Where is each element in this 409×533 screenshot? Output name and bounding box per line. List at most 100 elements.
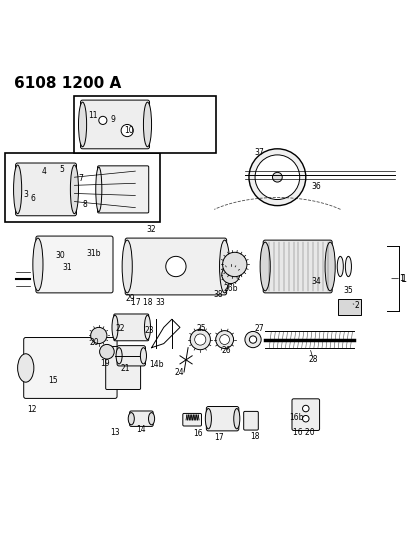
Text: 7: 7: [78, 174, 83, 182]
Text: 26b: 26b: [223, 284, 237, 293]
Text: 29: 29: [125, 294, 135, 303]
Text: 17 18: 17 18: [130, 298, 152, 306]
FancyBboxPatch shape: [206, 407, 238, 431]
Text: 27: 27: [254, 324, 263, 333]
FancyBboxPatch shape: [182, 414, 201, 426]
Ellipse shape: [259, 242, 270, 291]
Circle shape: [272, 172, 281, 182]
Circle shape: [222, 252, 246, 277]
Text: 31: 31: [62, 263, 72, 272]
Text: 36: 36: [310, 182, 320, 191]
Text: 6: 6: [31, 194, 36, 203]
Ellipse shape: [144, 315, 150, 340]
Text: 38: 38: [213, 289, 223, 298]
Text: 26: 26: [221, 346, 231, 356]
Ellipse shape: [148, 413, 154, 425]
Text: 10: 10: [124, 126, 134, 135]
Circle shape: [302, 405, 308, 412]
Text: 14b: 14b: [149, 360, 163, 369]
FancyBboxPatch shape: [16, 163, 76, 216]
Ellipse shape: [324, 242, 335, 291]
Ellipse shape: [344, 256, 351, 277]
Ellipse shape: [219, 240, 229, 293]
Ellipse shape: [140, 348, 146, 364]
Text: 14: 14: [136, 425, 146, 434]
Circle shape: [244, 332, 261, 348]
Ellipse shape: [116, 348, 122, 364]
FancyBboxPatch shape: [36, 236, 113, 293]
Circle shape: [121, 124, 133, 136]
Ellipse shape: [112, 315, 118, 340]
Circle shape: [194, 334, 205, 345]
FancyBboxPatch shape: [114, 314, 148, 341]
Ellipse shape: [33, 238, 43, 291]
Text: 12: 12: [27, 405, 36, 414]
Text: 24: 24: [174, 368, 184, 377]
Ellipse shape: [18, 354, 34, 382]
Text: 25: 25: [196, 324, 205, 333]
Text: 9: 9: [110, 115, 115, 124]
FancyBboxPatch shape: [263, 240, 331, 293]
FancyBboxPatch shape: [80, 100, 149, 149]
Ellipse shape: [70, 165, 78, 214]
Text: 35: 35: [343, 286, 353, 295]
Text: 28: 28: [308, 354, 317, 364]
Circle shape: [248, 149, 305, 206]
Circle shape: [215, 330, 233, 349]
Circle shape: [190, 329, 210, 350]
Text: 23: 23: [144, 326, 154, 335]
FancyBboxPatch shape: [97, 166, 148, 213]
Circle shape: [165, 256, 186, 277]
FancyBboxPatch shape: [24, 337, 117, 398]
Ellipse shape: [233, 409, 239, 429]
Circle shape: [219, 335, 229, 344]
Text: 16 20: 16 20: [292, 427, 314, 437]
Text: 17: 17: [213, 433, 223, 442]
FancyBboxPatch shape: [291, 399, 319, 431]
Text: 37: 37: [254, 148, 263, 157]
Circle shape: [249, 336, 256, 343]
Circle shape: [99, 116, 107, 124]
Ellipse shape: [205, 409, 211, 429]
Text: 16b: 16b: [289, 413, 303, 422]
Circle shape: [302, 415, 308, 422]
Text: 5: 5: [59, 165, 64, 174]
Text: 18: 18: [249, 432, 259, 441]
FancyBboxPatch shape: [125, 238, 226, 295]
Ellipse shape: [13, 165, 22, 214]
Text: 22: 22: [115, 324, 124, 333]
Text: 8: 8: [82, 200, 87, 209]
Text: 31b: 31b: [86, 249, 101, 258]
Text: 1: 1: [400, 273, 406, 284]
Bar: [337, 299, 360, 315]
Ellipse shape: [128, 413, 134, 425]
FancyBboxPatch shape: [129, 411, 153, 426]
Text: 21: 21: [120, 364, 130, 373]
Ellipse shape: [122, 240, 132, 293]
FancyBboxPatch shape: [243, 411, 258, 430]
Circle shape: [221, 265, 239, 284]
Text: 15: 15: [48, 376, 58, 385]
Text: 11: 11: [88, 111, 97, 120]
Ellipse shape: [96, 167, 101, 212]
Circle shape: [254, 155, 299, 199]
Circle shape: [99, 344, 114, 359]
Text: 4: 4: [41, 167, 46, 175]
FancyBboxPatch shape: [74, 96, 216, 153]
Text: 32: 32: [146, 225, 155, 233]
Circle shape: [90, 327, 107, 344]
Ellipse shape: [143, 102, 151, 147]
Ellipse shape: [337, 256, 342, 277]
Text: 6108 1200 A: 6108 1200 A: [13, 76, 121, 91]
Text: 16: 16: [193, 429, 202, 438]
FancyBboxPatch shape: [5, 153, 159, 222]
Text: 34: 34: [310, 277, 320, 286]
FancyBboxPatch shape: [106, 346, 140, 390]
Text: 33: 33: [155, 298, 165, 306]
FancyBboxPatch shape: [117, 345, 145, 366]
Text: 3: 3: [23, 190, 28, 199]
Text: 1: 1: [398, 274, 402, 283]
Text: 13: 13: [110, 429, 119, 438]
Text: 20: 20: [89, 338, 99, 348]
Text: 19: 19: [100, 359, 110, 368]
